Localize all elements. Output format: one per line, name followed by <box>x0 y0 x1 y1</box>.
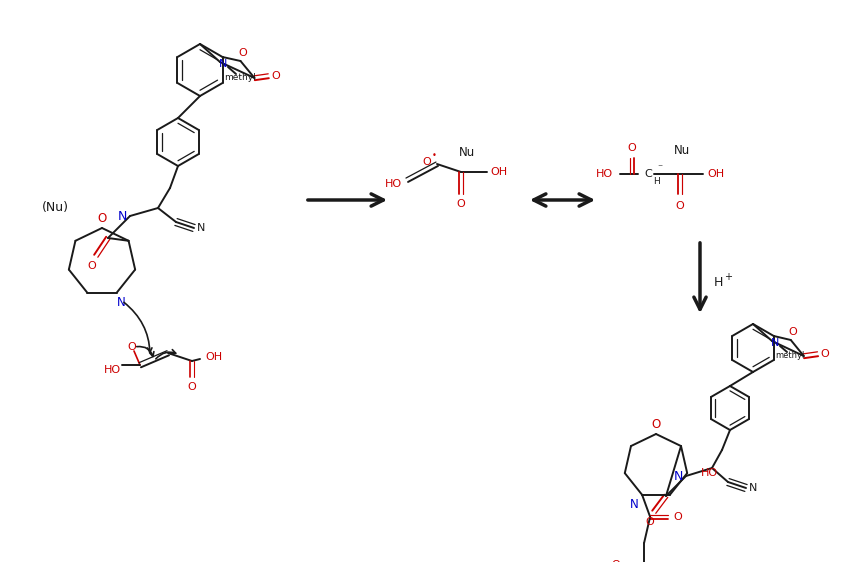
Text: HO: HO <box>384 179 402 189</box>
Text: O: O <box>628 143 636 153</box>
Text: O: O <box>187 382 197 392</box>
Text: N: N <box>197 223 205 233</box>
Text: Nu: Nu <box>674 143 690 156</box>
Text: OH: OH <box>707 169 724 179</box>
Text: O: O <box>674 512 683 522</box>
Text: N: N <box>219 59 227 69</box>
Text: Nu: Nu <box>459 146 475 158</box>
Text: N: N <box>771 338 779 348</box>
Text: N: N <box>674 469 683 483</box>
Text: O: O <box>457 199 465 209</box>
FancyArrowPatch shape <box>156 350 176 359</box>
Text: N: N <box>117 210 127 223</box>
Text: (Nu): (Nu) <box>41 202 68 215</box>
Text: O: O <box>646 517 654 527</box>
Text: N: N <box>116 296 125 309</box>
Text: O: O <box>652 418 661 430</box>
Text: C: C <box>644 169 652 179</box>
FancyArrowPatch shape <box>124 302 152 352</box>
Text: O: O <box>97 211 106 224</box>
Text: H: H <box>652 178 659 187</box>
Text: O: O <box>238 48 247 58</box>
Text: O: O <box>127 342 137 352</box>
Text: O: O <box>88 261 96 271</box>
Text: O: O <box>271 71 280 81</box>
Text: ⁻: ⁻ <box>657 163 663 173</box>
Text: O: O <box>423 157 431 167</box>
Text: O: O <box>612 560 620 562</box>
Text: OH: OH <box>205 352 223 362</box>
Text: O: O <box>676 201 684 211</box>
Text: HO: HO <box>104 365 121 375</box>
Text: methyl: methyl <box>776 351 804 360</box>
Text: N: N <box>749 483 757 493</box>
Text: HO: HO <box>701 468 717 478</box>
FancyArrowPatch shape <box>137 347 154 356</box>
Text: •: • <box>431 152 436 161</box>
Text: O: O <box>820 349 829 359</box>
Text: O: O <box>788 327 798 337</box>
Text: OH: OH <box>490 167 507 177</box>
Text: H: H <box>713 275 722 288</box>
Text: +: + <box>724 272 732 282</box>
Text: methyl: methyl <box>225 72 256 81</box>
Text: N: N <box>630 498 639 511</box>
Text: HO: HO <box>595 169 613 179</box>
